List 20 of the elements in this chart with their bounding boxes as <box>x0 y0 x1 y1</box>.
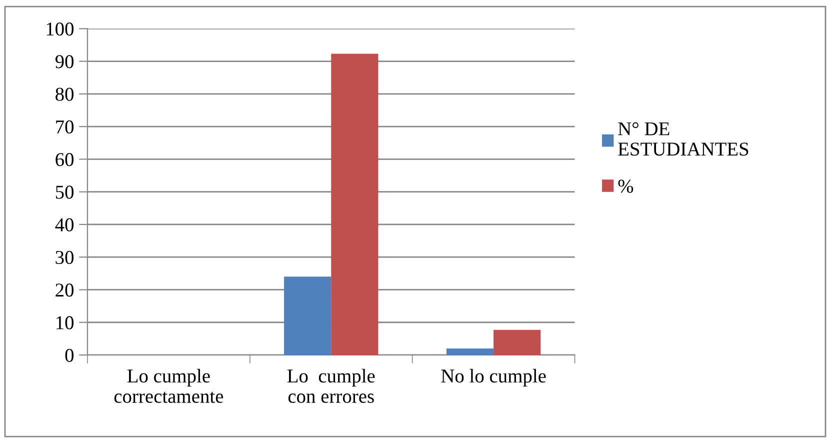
y-tick-label: 100 <box>46 22 74 36</box>
y-tick-label: 30 <box>56 250 74 264</box>
y-tick-label: 60 <box>56 153 74 166</box>
bar <box>284 276 332 356</box>
y-tick-label: 40 <box>55 218 74 232</box>
x-tick-label: No lo cumple <box>441 368 546 387</box>
y-tick-label: 50 <box>56 186 74 199</box>
y-tick-label: 10 <box>56 316 74 330</box>
y-tick-label: 80 <box>56 88 74 101</box>
bar <box>494 330 541 356</box>
legend-label: % <box>618 180 634 193</box>
x-tick-label: Lo cumple con errores <box>287 368 375 403</box>
bar <box>331 54 378 356</box>
y-tick-label: 70 <box>56 120 74 134</box>
y-tick-label: 20 <box>56 284 74 297</box>
y-tick-label: 0 <box>65 348 74 362</box>
y-tick-label: 90 <box>55 55 74 68</box>
x-tick-label: Lo cumple correctamente <box>114 368 224 403</box>
bar <box>446 348 494 356</box>
legend-label: N° DE ESTUDIANTES <box>618 122 748 156</box>
